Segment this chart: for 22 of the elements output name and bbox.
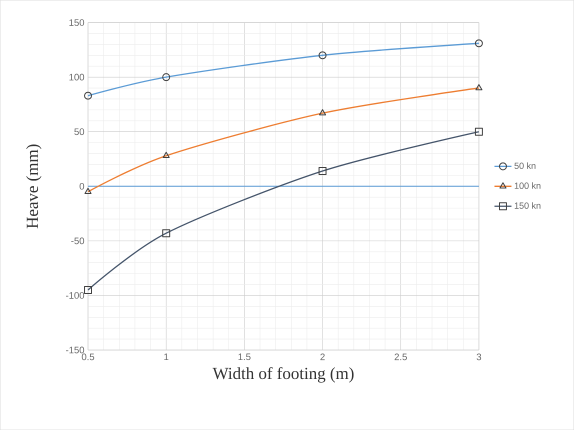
x-tick-label: 1 bbox=[164, 353, 168, 360]
y-tick-label: -100 bbox=[66, 292, 84, 299]
legend-label: 100 kn bbox=[514, 182, 540, 189]
point bbox=[474, 128, 483, 136]
x-tick-label: 2.5 bbox=[394, 353, 407, 360]
x-axis-title: Width of footing (m) bbox=[212, 367, 354, 383]
y-axis-title: Heave (mm) bbox=[26, 144, 42, 228]
x-tick-label: 1.5 bbox=[238, 353, 251, 360]
legend-label: 50 kn bbox=[514, 162, 536, 169]
y-tick-label: 150 bbox=[69, 19, 84, 26]
y-tick-label: -150 bbox=[66, 346, 84, 354]
y-tick-label: -50 bbox=[71, 237, 84, 244]
x-tick-label: 2 bbox=[320, 353, 325, 360]
point bbox=[84, 286, 92, 294]
point bbox=[162, 229, 170, 238]
x-tick-label: 0.5 bbox=[82, 353, 94, 360]
x-tick-label: 3 bbox=[476, 353, 482, 360]
point bbox=[318, 166, 327, 175]
y-tick-label: 0 bbox=[80, 182, 84, 190]
legend-label: 150 kn bbox=[514, 202, 540, 209]
y-tick-label: 50 bbox=[74, 128, 84, 136]
y-tick-label: 100 bbox=[69, 74, 84, 80]
